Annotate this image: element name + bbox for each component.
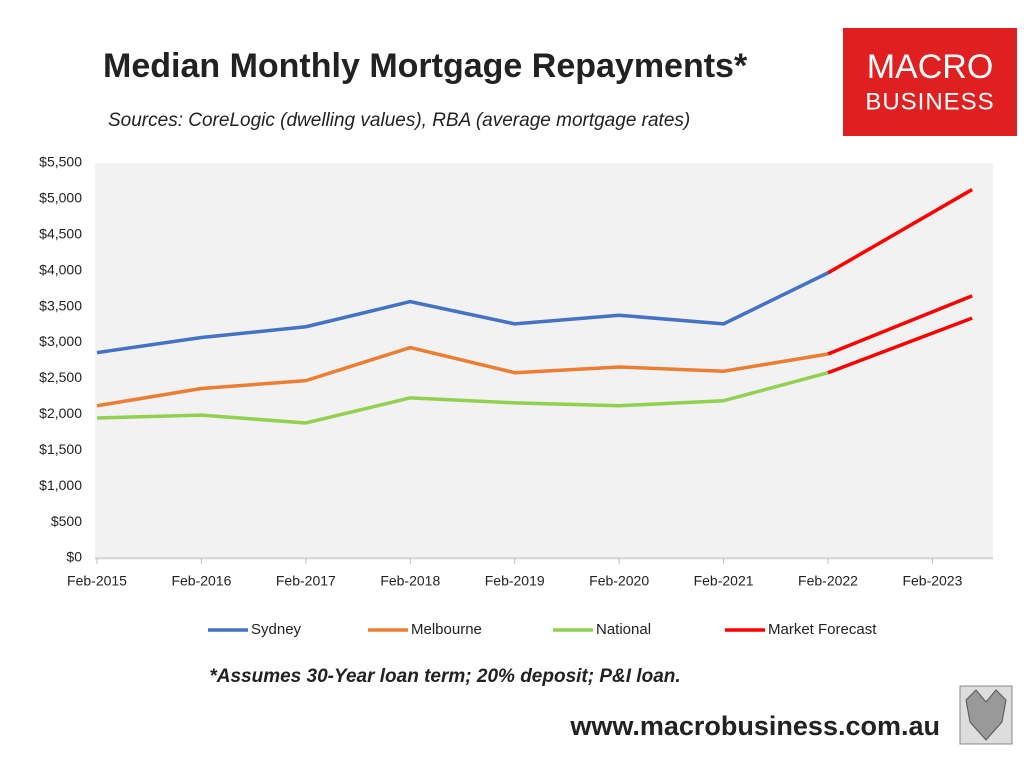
y-tick-label: $2,500 [39, 369, 82, 385]
x-tick-label: Feb-2017 [276, 573, 336, 589]
x-tick-label: Feb-2022 [798, 573, 858, 589]
legend-label: National [596, 621, 651, 638]
legend-label: Market Forecast [768, 621, 877, 638]
x-tick-label: Feb-2020 [589, 573, 649, 589]
y-tick-label: $1,500 [39, 441, 82, 457]
logo-text: BUSINESS [865, 88, 994, 115]
footnote: *Assumes 30-Year loan term; 20% deposit;… [209, 666, 680, 687]
y-tick-label: $4,000 [39, 261, 82, 277]
chart-title: Median Monthly Mortgage Repayments* [103, 47, 748, 85]
legend-label: Melbourne [411, 621, 482, 638]
series-line [96, 345, 829, 408]
y-tick-label: $1,000 [39, 477, 82, 493]
x-tick-label: Feb-2019 [485, 573, 545, 589]
y-tick-label: $3,500 [39, 297, 82, 313]
y-tick-label: $5,500 [39, 154, 82, 170]
logo-text: MACRO [867, 48, 994, 86]
plot-area [95, 163, 993, 560]
series-line [96, 271, 829, 355]
series-line [96, 371, 829, 425]
y-tick-label: $2,000 [39, 405, 82, 421]
legend-label: Sydney [251, 621, 302, 638]
x-tick-label: Feb-2021 [694, 573, 754, 589]
website: www.macrobusiness.com.au [569, 711, 940, 741]
x-tick-label: Feb-2015 [67, 573, 127, 589]
x-tick-label: Feb-2018 [380, 573, 440, 589]
y-tick-label: $5,000 [39, 190, 82, 206]
series-line [827, 188, 973, 375]
x-tick-label: Feb-2016 [171, 573, 231, 589]
y-tick-label: $0 [66, 549, 82, 565]
y-tick-label: $4,500 [39, 226, 82, 242]
wolf-icon [959, 685, 1013, 745]
chart-subtitle: Sources: CoreLogic (dwelling values), RB… [108, 110, 690, 131]
y-tick-label: $500 [51, 513, 82, 529]
x-tick-label: Feb-2023 [902, 573, 962, 589]
y-tick-label: $3,000 [39, 333, 82, 349]
logo-box [843, 28, 1017, 136]
